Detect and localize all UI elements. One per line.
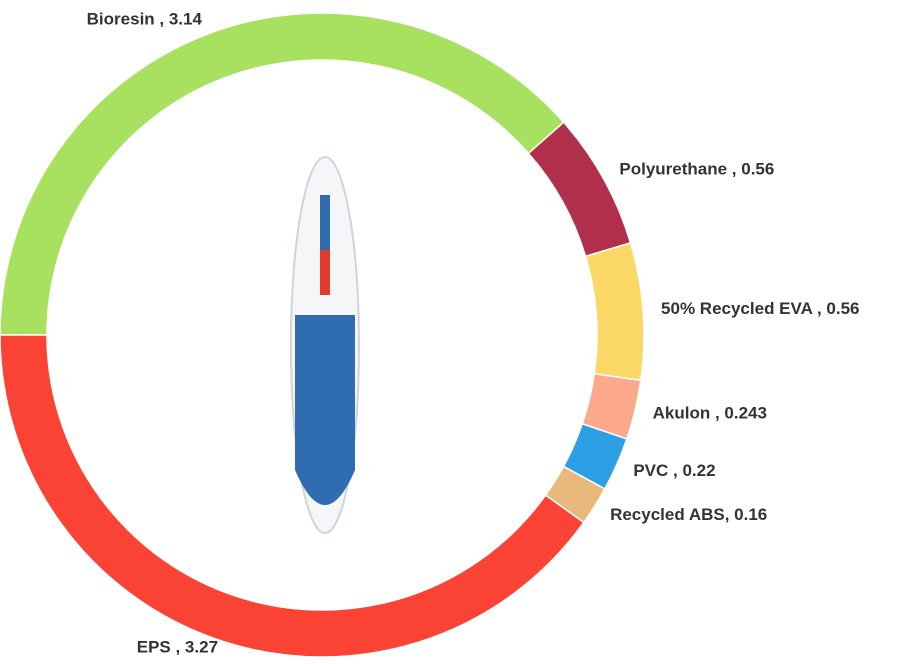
board-deck [295, 315, 355, 505]
slice-label: EPS , 3.27 [137, 637, 218, 656]
slice-label: Polyurethane , 0.56 [619, 160, 774, 179]
slice-label: Akulon , 0.243 [653, 404, 767, 423]
slice-label: Bioresin , 3.14 [87, 9, 203, 28]
donut-slice [0, 12, 565, 336]
board-logo [320, 195, 330, 295]
board-logo-red [320, 250, 330, 295]
slice-label: Recycled ABS, 0.16 [610, 505, 767, 524]
donut-slice [527, 121, 632, 258]
donut-slice [584, 241, 645, 382]
donut-slice [0, 334, 585, 658]
slice-label: PVC , 0.22 [633, 461, 715, 480]
board-image [290, 156, 360, 534]
slice-label: 50% Recycled EVA , 0.56 [661, 299, 859, 318]
